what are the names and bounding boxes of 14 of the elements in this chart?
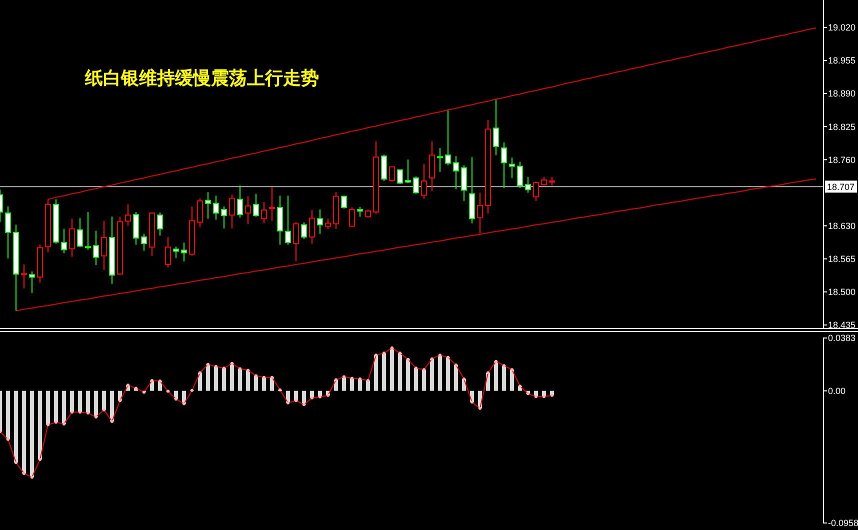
y-tick-label: 18.565 — [828, 254, 856, 264]
y-tick-label: 18.760 — [828, 154, 856, 165]
y-tick-label: 0.0383 — [828, 333, 856, 344]
ref-line-label: 18.707 — [827, 182, 855, 192]
y-tick-label: 18.955 — [828, 56, 856, 66]
y-tick-label: -0.0958 — [828, 518, 858, 528]
y-tick-label: 18.825 — [828, 122, 856, 132]
y-tick-label: 18.890 — [828, 88, 856, 99]
y-tick-label: 0.00 — [828, 386, 846, 396]
y-tick-label: 19.020 — [828, 22, 856, 33]
text: 纸白银维持缓慢震荡上行走势 — [84, 68, 319, 89]
y-tick-label: 18.500 — [828, 287, 856, 298]
y-tick-label: 18.630 — [828, 220, 856, 231]
y-tick-label: 18.435 — [828, 320, 856, 330]
